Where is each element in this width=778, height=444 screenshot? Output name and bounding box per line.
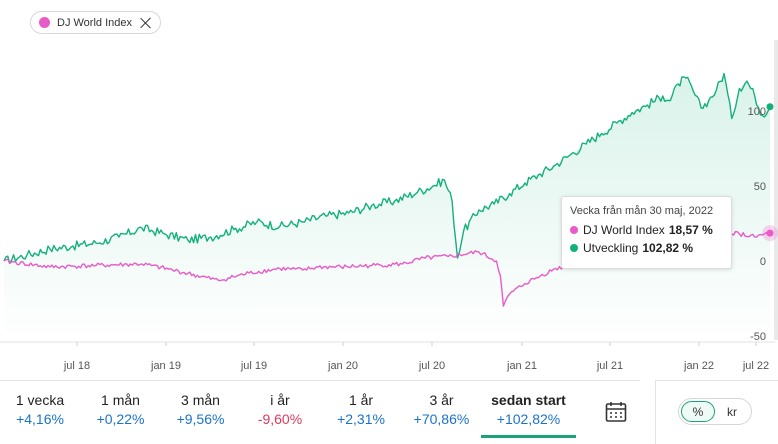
tooltip-row-dj-world-index: DJ World Index 18,57 % <box>570 223 723 237</box>
period-3-man[interactable]: 3 mån +9,56% <box>161 381 240 444</box>
period-i-ar[interactable]: i år -9,60% <box>240 381 320 444</box>
period-label: 1 mån <box>101 392 140 408</box>
tooltip-series-value: 18,57 % <box>668 223 713 237</box>
period-sedan-start[interactable]: sedan start +102,82% <box>481 381 576 444</box>
hover-point-dj-world-index <box>766 229 774 237</box>
period-label: 1 vecka <box>15 392 65 408</box>
x-tick-label: jul 18 <box>63 360 90 372</box>
x-tick-label: jan 21 <box>506 360 537 372</box>
period-label: i år <box>270 392 290 408</box>
x-tick-label: jul 22 <box>742 360 769 372</box>
period-1-ar[interactable]: 1 år +2,31% <box>320 381 402 444</box>
tooltip-series-name: DJ World Index <box>583 223 665 237</box>
unit-toggle[interactable]: % kr <box>678 398 752 425</box>
x-tick-label: jul 20 <box>418 360 445 372</box>
chart-tooltip: Vecka från mån 30 maj, 2022 DJ World Ind… <box>561 196 732 269</box>
series-color-dot <box>570 226 578 234</box>
period-1-man[interactable]: 1 mån +0,22% <box>80 381 161 444</box>
filter-chip-dj-world-index: DJ World Index <box>30 11 161 34</box>
x-tick-label: jan 20 <box>327 360 358 372</box>
unit-option-kr[interactable]: kr <box>727 404 737 419</box>
x-tick-label: jul 19 <box>240 360 267 372</box>
y-tick-label: 0 <box>760 256 766 268</box>
period-label: 3 år <box>429 392 454 408</box>
unit-toggle-panel: % kr <box>655 380 778 444</box>
series-area-utveckling <box>4 73 770 342</box>
series-color-dot <box>39 17 50 28</box>
tooltip-series-value: 102,82 % <box>642 241 694 255</box>
period-value: +4,16% <box>16 411 64 427</box>
series-color-dot <box>570 244 578 252</box>
period-3-ar[interactable]: 3 år +70,86% <box>402 381 481 444</box>
hover-point-utveckling <box>766 103 774 111</box>
y-tick-label: 50 <box>754 181 766 193</box>
y-tick-label: -50 <box>750 331 766 343</box>
unit-option-percent[interactable]: % <box>681 401 715 422</box>
period-value: +2,31% <box>337 411 385 427</box>
tooltip-row-utveckling: Utveckling 102,82 % <box>570 241 723 255</box>
period-label: 3 mån <box>181 392 220 408</box>
line-chart[interactable]: jul 18 jan 19 jul 19 jan 20 jul 20 jan 21 jul … <box>0 0 778 380</box>
scrollbar[interactable] <box>774 40 778 340</box>
calendar-icon <box>605 402 627 422</box>
period-selector: 1 vecka +4,16% 1 mån +0,22% 3 mån +9,56%… <box>0 380 640 444</box>
x-tick-label: jan 22 <box>683 360 714 372</box>
period-value: +70,86% <box>413 411 470 427</box>
x-tick-label: jul 21 <box>596 360 623 372</box>
period-value: +0,22% <box>96 411 145 427</box>
period-value: +102,82% <box>496 411 561 427</box>
period-value: -9,60% <box>257 411 303 427</box>
y-tick-label: 100 <box>748 106 766 118</box>
calendar-button[interactable] <box>595 392 637 432</box>
tooltip-series-name: Utveckling <box>583 241 639 255</box>
period-1-vecka[interactable]: 1 vecka +4,16% <box>0 381 80 444</box>
x-tick-label: jan 19 <box>150 360 181 372</box>
filter-chip-label: DJ World Index <box>57 16 132 29</box>
series-line-utveckling <box>3 72 771 265</box>
period-value: +9,56% <box>176 411 225 427</box>
tooltip-title: Vecka från mån 30 maj, 2022 <box>570 205 714 217</box>
period-label: sedan start <box>491 392 566 408</box>
period-label: 1 år <box>348 392 374 408</box>
